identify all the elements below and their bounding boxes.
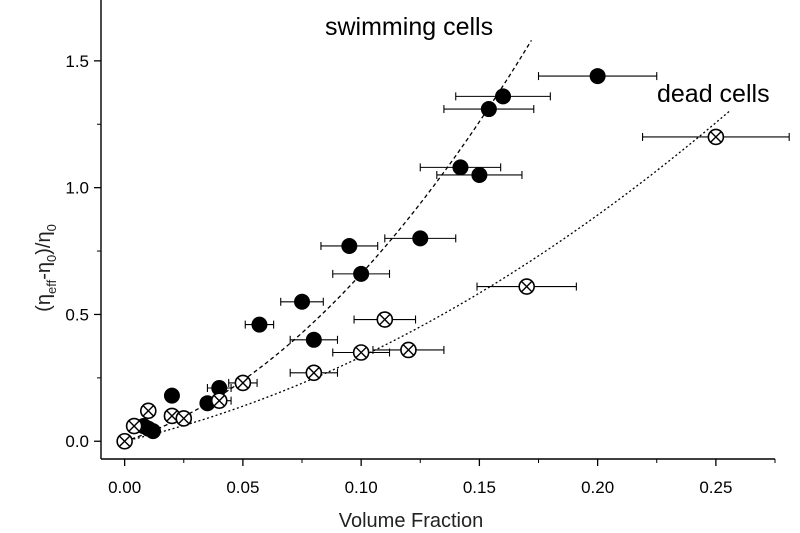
- point-swimming-cells: [251, 316, 268, 333]
- axes: 0.00 0.05 0.10 0.15 0.20 0.25 0.0 0.5 1.0 1.5: [65, 0, 776, 497]
- y-tick-label: 0.0: [65, 432, 89, 451]
- point-dead-cells: [352, 344, 370, 361]
- point-dead-cells: [518, 278, 535, 295]
- x-tick-label: 0.20: [581, 478, 614, 497]
- point-swimming-cells: [353, 265, 370, 282]
- point-swimming-cells: [452, 159, 469, 176]
- point-dead-cells: [175, 410, 193, 427]
- error-bars: [164, 72, 790, 423]
- point-swimming-cells: [211, 379, 228, 396]
- point-dead-cells: [305, 364, 323, 382]
- x-axis-title: Volume Fraction: [339, 510, 484, 532]
- point-swimming-cells: [163, 387, 180, 404]
- point-swimming-cells: [305, 331, 322, 348]
- point-swimming-cells: [495, 88, 512, 105]
- point-dead-cells: [707, 128, 725, 146]
- point-dead-cells: [400, 341, 417, 359]
- fit-curve-dead-cells: [124, 110, 731, 442]
- x-tick-label: 0.05: [226, 478, 259, 497]
- point-swimming-cells: [341, 237, 358, 254]
- point-dead-cells: [376, 311, 394, 328]
- y-tick-label: 1.5: [65, 52, 89, 71]
- point-dead-cells: [125, 417, 143, 435]
- annotation-swimming-cells: swimming cells: [325, 13, 493, 41]
- x-tick-label: 0.25: [699, 478, 732, 497]
- data-points: [116, 68, 725, 450]
- point-swimming-cells: [412, 230, 429, 247]
- y-axis-title: (ηeff-η0)/η0: [33, 224, 59, 312]
- point-dead-cells: [210, 392, 228, 409]
- y-tick-label: 0.5: [65, 305, 89, 324]
- fit-curve-swimming-cells: [124, 39, 532, 442]
- point-swimming-cells: [145, 423, 162, 440]
- point-swimming-cells: [471, 166, 488, 183]
- fit-curves: [124, 39, 731, 442]
- point-dead-cells: [116, 432, 133, 450]
- point-swimming-cells: [294, 293, 311, 310]
- point-dead-cells: [139, 402, 157, 420]
- point-dead-cells: [234, 374, 252, 392]
- point-swimming-cells: [480, 101, 497, 118]
- x-tick-label: 0.15: [463, 478, 496, 497]
- x-tick-label: 0.00: [108, 478, 141, 497]
- y-tick-label: 1.0: [65, 179, 89, 198]
- point-swimming-cells: [589, 68, 606, 85]
- x-tick-label: 0.10: [345, 478, 378, 497]
- annotation-dead-cells: dead cells: [657, 80, 770, 108]
